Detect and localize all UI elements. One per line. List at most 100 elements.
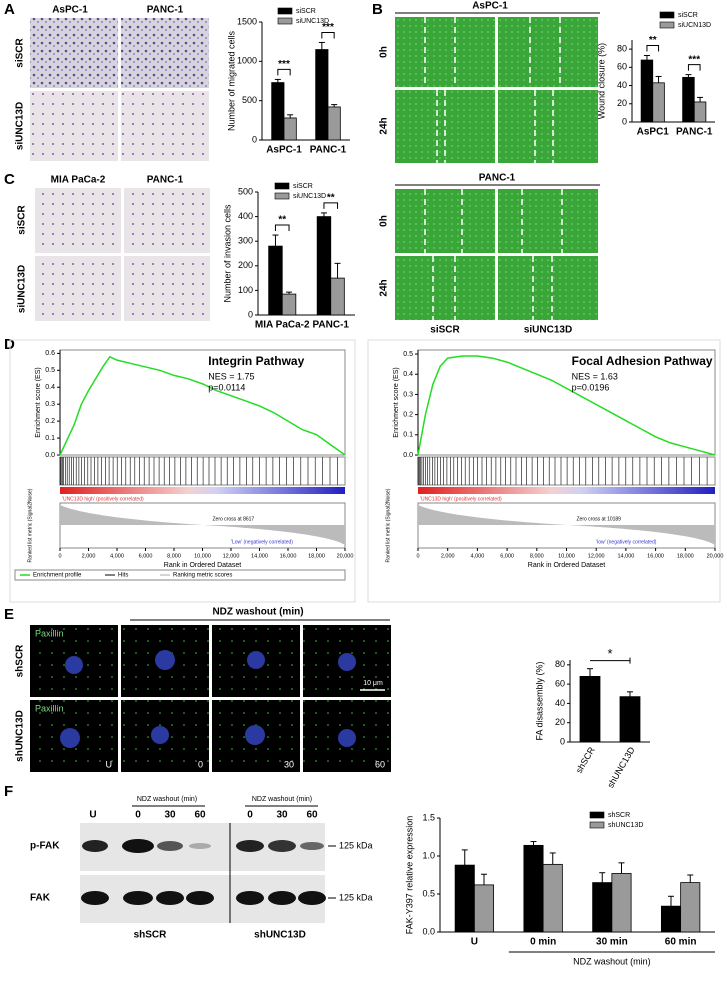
x-tick-label: PANC-1 [676,127,713,138]
bar [611,873,632,933]
ranked-metric [418,505,715,545]
col-label: siSCR [430,325,460,336]
lane-label: 30 [276,810,288,821]
legend-label: siUNC13D [293,193,326,200]
wound-image [395,256,495,320]
y-axis-label: FA disassembly (%) [534,661,544,740]
legend-swatch [589,811,605,819]
row-label: 0h [379,46,390,58]
y-tick-label: 60 [617,62,627,72]
col-label: PANC-1 [147,175,184,186]
panel-letter: A [4,1,15,18]
significance-label: *** [688,54,700,65]
micrograph [124,188,210,253]
stat-label: p=0.0114 [208,382,245,392]
x-tick-label: 14,000 [617,553,634,559]
panel-letter: B [372,1,383,18]
legend-swatch [274,192,290,200]
row-label: siUNC13D [17,265,28,313]
legend-label: Ranking metric scores [173,573,232,579]
y-tick-label: 200 [238,260,253,270]
bar [316,216,332,316]
bar [268,245,283,316]
row-label: siUNC13D [15,102,26,150]
bar [271,82,285,141]
row-label: siSCR [15,37,26,67]
hits-frame [59,456,346,486]
y-tick-label: 0 [252,134,257,144]
bar [660,905,682,933]
y-tick-label: 20 [617,98,627,108]
y-tick-label: 0.2 [403,411,413,418]
bar [315,49,329,141]
zero-cross: Zero cross at 10189 [577,516,622,522]
group-label: shUNC13D [254,930,306,941]
significance-bracket [687,64,701,71]
gsea-frame [367,339,721,603]
bar [592,882,613,933]
legend-box [14,569,346,581]
y-tick-label: 0 [248,309,253,319]
y-tick-label: 80 [555,659,565,669]
legend-swatch [589,821,605,829]
x-tick-label: 16,000 [280,553,297,559]
ranked-metric [60,505,345,545]
y-axis-label: Enrichment score (ES) [35,367,42,437]
row-label: siSCR [17,204,28,234]
rank-gradient [418,487,715,494]
wound-image [498,189,598,253]
row-label: 24h [379,117,390,134]
x-tick-label: 12,000 [223,553,240,559]
y-tick-label: 60 [555,678,565,688]
x-tick-label: 0 min [530,937,556,948]
y-axis-label: Enrichment score (ES) [393,367,400,437]
significance-bracket [277,68,291,76]
col-label: siUNC13D [524,325,572,336]
micrograph [121,91,209,161]
bar [327,106,341,141]
bar [523,844,544,933]
significance-label: ** [649,35,657,46]
bar [454,864,475,933]
x-tick-label: 20,000 [337,553,354,559]
y-axis-label: Number of migrated cells [226,30,236,131]
row-label: 24h [379,279,390,296]
significance-bracket [321,31,335,39]
scale-bar-label: 10 μm [363,680,383,687]
lane-label: 30 [164,810,176,821]
y-tick-label: 0.0 [422,926,435,936]
significance-label: * [607,646,612,661]
x-tick-label: 20,000 [707,553,724,559]
x-tick-label: 60 min [665,937,697,948]
legend-swatch [659,11,675,19]
pathway-title: Integrin Pathway [208,354,304,368]
x-tick-label: 4,000 [471,553,485,559]
legend-label: siSCR [293,183,313,190]
bar [640,59,654,123]
bar [281,293,297,316]
wound-edges [424,189,563,320]
x-tick-label: PANC-1 [310,145,347,156]
lane-label: 0 [135,810,141,821]
time-label: 60 [375,759,385,769]
wound-image [395,189,495,253]
y-tick-label: 0.5 [403,351,413,358]
panel-letter: C [4,171,15,188]
x-tick-label: 30 min [596,937,628,948]
x-tick-label: 8,000 [167,553,181,559]
x-tick-label: 12,000 [588,553,605,559]
panel-letter: F [4,783,13,800]
y-tick-label: 1.5 [422,812,435,822]
legend-swatch [277,17,293,25]
y-tick-label: 100 [238,285,253,295]
legend-label: shUNC13D [608,822,643,829]
legend-label: Enrichment profile [33,573,82,579]
x-tick-label: shSCR [574,745,597,775]
significance-bracket [323,202,339,209]
bar [283,117,297,141]
panel-letter: E [4,606,14,623]
stain-label: Paxillin [35,628,64,638]
y-tick-label: 0 [560,736,565,746]
micrograph [35,256,121,321]
